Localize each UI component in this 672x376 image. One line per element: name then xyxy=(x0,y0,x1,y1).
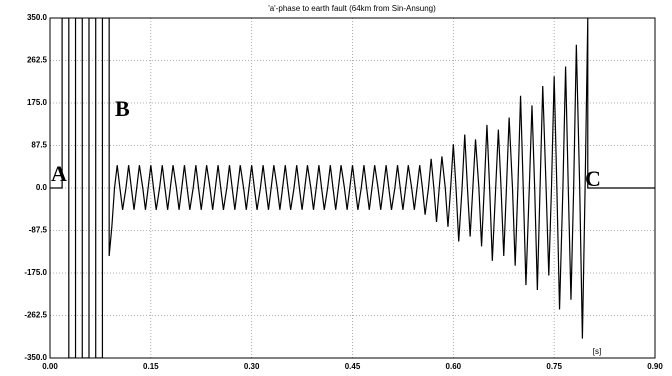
annotation: C xyxy=(585,166,601,191)
x-tick-label: 0.90 xyxy=(647,362,663,371)
y-tick-label: 0.0 xyxy=(36,183,48,192)
y-tick-label: 175.0 xyxy=(27,98,48,107)
annotation: A xyxy=(51,161,67,186)
plot-frame xyxy=(49,17,656,359)
y-tick-label: 350.0 xyxy=(27,13,48,22)
x-tick-label: 0.45 xyxy=(345,362,361,371)
y-tick-label: 262.5 xyxy=(27,56,48,65)
y-tick-label: -350.0 xyxy=(24,353,47,362)
x-unit: [s] xyxy=(593,347,601,356)
y-tick-label: -175.0 xyxy=(24,268,47,277)
x-tick-label: 0.15 xyxy=(143,362,159,371)
annotation: B xyxy=(115,96,130,121)
y-tick-label: 87.5 xyxy=(31,141,47,150)
x-tick-label: 0.60 xyxy=(446,362,462,371)
x-tick-label: 0.00 xyxy=(42,362,58,371)
x-tick-label: 0.75 xyxy=(546,362,562,371)
waveform xyxy=(50,18,655,358)
y-tick-label: -262.5 xyxy=(24,311,47,320)
x-tick-label: 0.30 xyxy=(244,362,260,371)
chart-title: 'a'-phase to earth fault (64km from Sin-… xyxy=(268,4,436,13)
y-tick-label: -87.5 xyxy=(29,226,48,235)
